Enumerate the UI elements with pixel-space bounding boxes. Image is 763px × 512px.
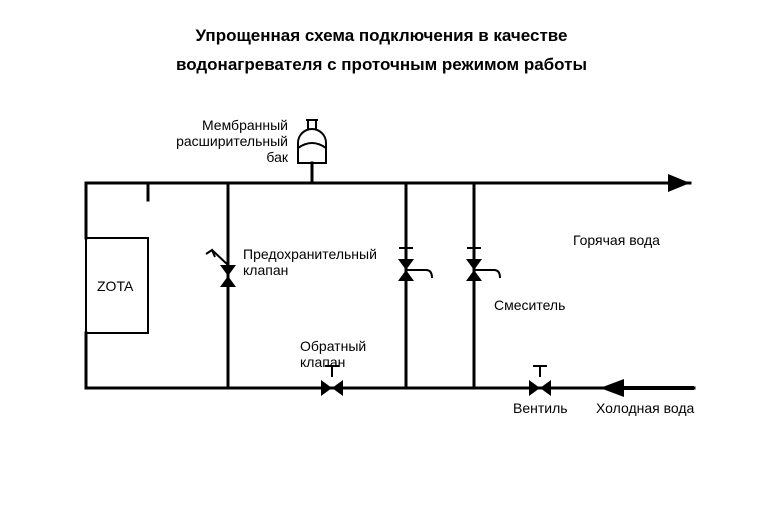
label-cold-water: Холодная вода <box>596 400 694 416</box>
shutoff-valve-symbol <box>529 366 551 396</box>
label-hot-water: Горячая вода <box>573 232 660 248</box>
label-zota: ZOTA <box>97 278 133 294</box>
label-mixer: Смеситель <box>494 297 565 313</box>
expansion-tank-symbol <box>298 120 326 163</box>
check-valve-symbol <box>321 366 343 396</box>
arrow-cold-water <box>600 379 694 397</box>
schematic-canvas <box>0 0 763 512</box>
mixer-tap-2 <box>466 248 500 281</box>
label-safety-valve: Предохранительный клапан <box>243 246 377 278</box>
safety-valve-symbol <box>206 250 236 287</box>
label-valve: Вентиль <box>513 400 568 416</box>
arrow-hot-water <box>668 174 690 192</box>
label-check-valve: Обратный клапан <box>300 338 366 370</box>
label-expansion-tank: Мембранный расширительный бак <box>138 117 288 165</box>
mixer-tap-1 <box>398 248 432 281</box>
